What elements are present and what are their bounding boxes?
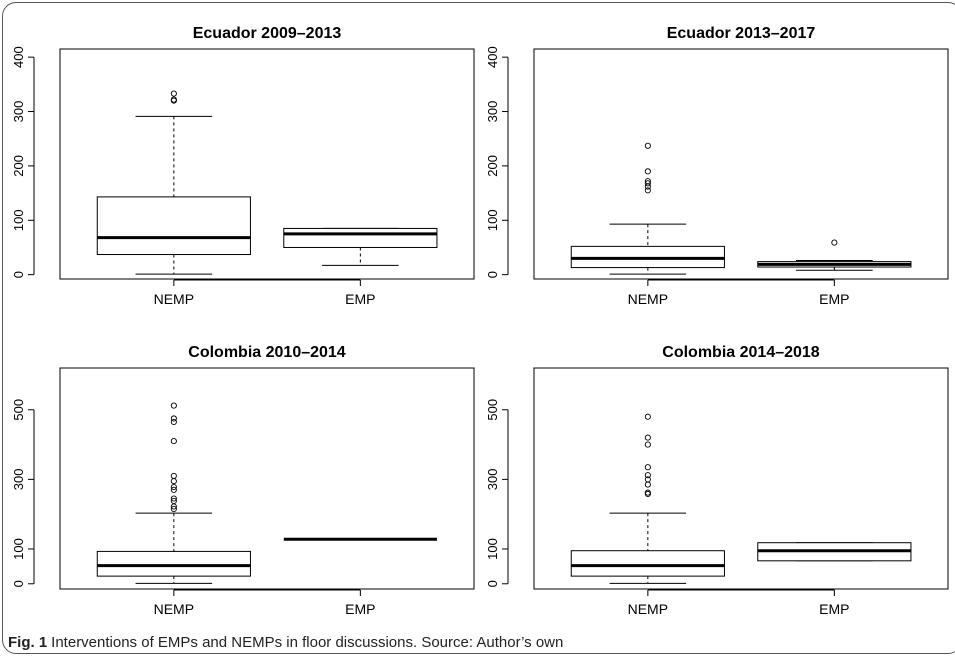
figure-caption: Fig. 1 Interventions of EMPs and NEMPs in… [8, 634, 563, 651]
y-tick-label: 0 [11, 271, 26, 278]
outlier-point [170, 418, 177, 425]
outlier-point [170, 415, 177, 422]
plot-frame [59, 48, 475, 280]
plot-frame [533, 367, 949, 590]
x-tick-label: NEMP [154, 291, 194, 307]
plot-frame [533, 48, 949, 280]
y-tick-label: 100 [485, 538, 500, 560]
outlier-point [170, 96, 177, 103]
outlier-point [170, 497, 177, 504]
outlier-point [644, 434, 651, 441]
y-tick-label: 100 [11, 538, 26, 560]
chart-title: Colombia 2010–2014 [188, 344, 346, 361]
x-tick-label: NEMP [154, 601, 194, 617]
caption-text: Interventions of EMPs and NEMPs in floor… [51, 634, 564, 651]
outlier-point [644, 180, 651, 187]
outlier-point [644, 187, 651, 194]
outlier-point [170, 438, 177, 445]
x-tick-label: EMP [819, 601, 849, 617]
chart-title: Colombia 2014–2018 [662, 344, 820, 361]
box-iqr [283, 227, 438, 248]
x-tick-label: EMP [345, 601, 375, 617]
caption-label: Fig. 1 [8, 634, 48, 651]
y-tick-label: 300 [485, 101, 500, 123]
chart-title: Ecuador 2013–2017 [667, 25, 816, 42]
box-iqr [96, 550, 251, 577]
outlier-point [644, 489, 651, 496]
outlier-point [644, 413, 651, 420]
outlier-point [644, 481, 651, 488]
outlier-point [170, 483, 177, 491]
y-tick-label: 200 [485, 155, 500, 177]
y-tick-label: 200 [11, 155, 26, 177]
box-iqr [96, 196, 251, 256]
x-tick-label: NEMP [628, 291, 668, 307]
x-tick-label: EMP [819, 291, 849, 307]
outlier-point [644, 464, 651, 471]
x-tick-label: EMP [345, 291, 375, 307]
boxplot-figure: Ecuador 2009–2013 0 100 200 300 400 NEMP EMP Ecu… [11, 25, 949, 617]
y-tick-label: 0 [11, 580, 26, 587]
outlier-point [644, 441, 651, 448]
y-tick-label: 0 [485, 580, 500, 587]
y-tick-label: 400 [485, 46, 500, 68]
outlier-point [644, 178, 651, 185]
y-tick-label: 500 [485, 399, 500, 421]
y-tick-label: 500 [11, 399, 26, 421]
y-tick-label: 100 [11, 209, 26, 231]
y-tick-label: 100 [485, 209, 500, 231]
outlier-point [170, 472, 177, 479]
outlier-point [170, 495, 177, 502]
x-tick-label: NEMP [628, 601, 668, 617]
outlier-point [644, 168, 651, 175]
outlier-point [170, 486, 177, 493]
outlier-point [170, 90, 177, 97]
outlier-point [644, 476, 651, 483]
plot-frame [59, 367, 475, 590]
outlier-point [644, 142, 651, 149]
y-tick-label: 300 [11, 469, 26, 491]
outlier-point [170, 402, 177, 409]
outlier-point [170, 478, 177, 485]
y-tick-label: 0 [485, 271, 500, 278]
chart-title: Ecuador 2009–2013 [193, 25, 342, 42]
y-tick-label: 400 [11, 46, 26, 68]
y-tick-label: 300 [11, 101, 26, 123]
y-tick-label: 300 [485, 469, 500, 491]
box-iqr [570, 550, 725, 577]
outlier-point [170, 505, 177, 513]
outlier-point [644, 472, 651, 479]
outlier-point [831, 239, 838, 246]
